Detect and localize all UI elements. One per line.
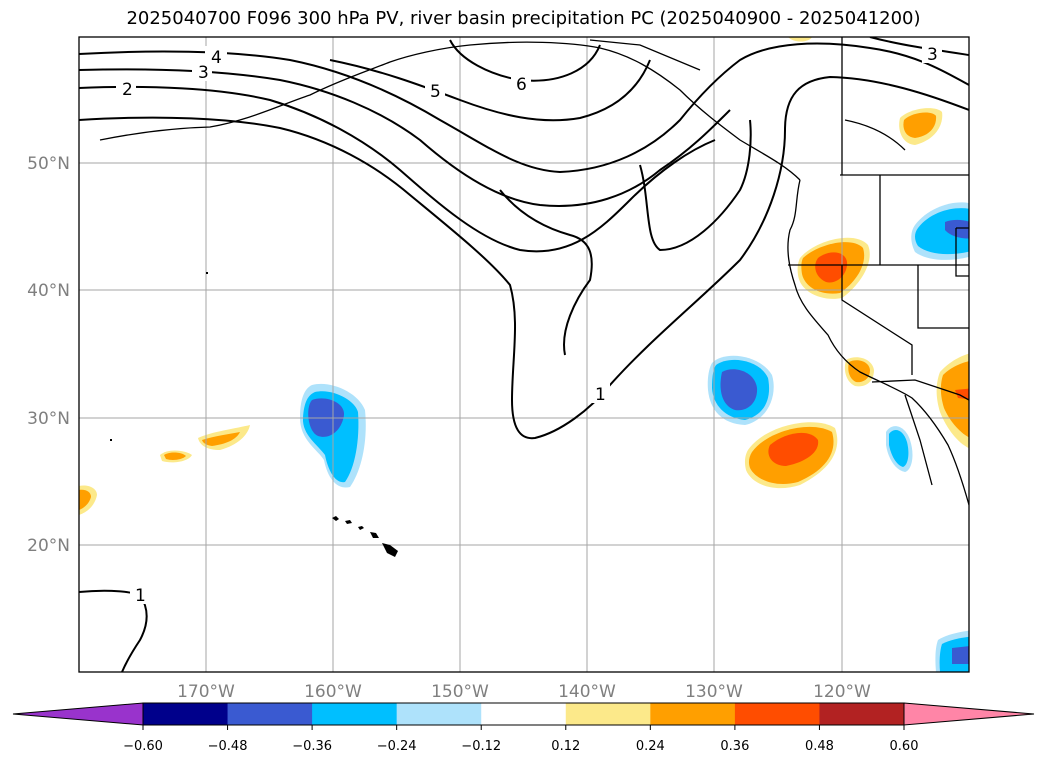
- pv-contour-right-3: [869, 37, 969, 56]
- map-area: 4 3 2 5 6 1 3 1: [79, 37, 969, 672]
- lon-label: 120°W: [813, 682, 871, 702]
- lon-label: 150°W: [431, 682, 489, 702]
- lon-label: 170°W: [177, 682, 235, 702]
- lat-label: 40°N: [27, 281, 70, 301]
- contour-label: 3: [927, 45, 938, 65]
- colorbar-segment: [396, 703, 482, 725]
- pv-contour-sw-1: [79, 589, 148, 672]
- contour-label: 5: [430, 82, 441, 102]
- colorbar-tick-label: −0.24: [377, 739, 417, 754]
- colorbar-tick-label: −0.36: [292, 739, 332, 754]
- colorbar-tick-label: 0.24: [636, 739, 665, 754]
- colorbar-tick-label: −0.12: [461, 739, 501, 754]
- colorbar-segment: [227, 703, 313, 725]
- pv-contour-inner-1: [499, 189, 593, 356]
- colorbar-tick-label: 0.48: [805, 739, 834, 754]
- pv-contour-4: [79, 42, 969, 174]
- colorbar-tick-label: 0.12: [551, 739, 580, 754]
- colorbar-tick-label: −0.48: [208, 739, 248, 754]
- pv-contour-labels: 4 3 2 5 6 1 3 1: [116, 43, 942, 606]
- latitude-labels: 50°N 40°N 30°N 20°N: [27, 154, 70, 556]
- islands: [110, 272, 398, 557]
- colorbar-segment: [312, 703, 398, 725]
- contour-label: 3: [198, 63, 209, 83]
- pv-contour-2: [79, 85, 716, 253]
- colorbar-segment: [819, 703, 905, 725]
- longitude-labels: 170°W 160°W 150°W 140°W 130°W 120°W: [177, 682, 871, 702]
- colorbar-segment: [650, 703, 736, 725]
- colorbar-segment: [481, 703, 567, 725]
- contour-label: 1: [135, 586, 146, 606]
- contour-label: 2: [122, 80, 133, 100]
- pv-contours: [79, 37, 969, 672]
- pv-contour-1: [79, 75, 969, 440]
- colorbar-tick-label: 0.36: [720, 739, 749, 754]
- colorbar-tick-label: −0.60: [123, 739, 163, 754]
- colorbar-tick-label: 0.60: [890, 739, 919, 754]
- colorbar-segment: [734, 703, 820, 725]
- contour-label: 6: [516, 75, 527, 95]
- pv-contour-3: [79, 68, 731, 207]
- colorbar-min-extend: [12, 702, 144, 726]
- lon-label: 160°W: [304, 682, 362, 702]
- lat-label: 50°N: [27, 154, 70, 174]
- lat-label: 20°N: [27, 536, 70, 556]
- pv-contour-cut-1: [639, 119, 752, 252]
- colorbar-segment: [143, 703, 229, 725]
- precip-shading: [79, 37, 969, 672]
- lon-label: 140°W: [558, 682, 616, 702]
- colorbar-segment: [565, 703, 651, 725]
- lon-label: 130°W: [685, 682, 743, 702]
- colorbar: −0.60 −0.48 −0.36 −0.24 −0.12 0.12 0.24 0.36 0.4…: [12, 702, 1035, 754]
- colorbar-max-extend: [903, 702, 1035, 726]
- contour-label: 4: [211, 48, 222, 68]
- pv-contour-5: [329, 59, 651, 122]
- contour-label: 1: [595, 385, 606, 405]
- lat-label: 30°N: [27, 409, 70, 429]
- map-frame: [78, 36, 970, 673]
- map-title: 2025040700 F096 300 hPa PV, river basin …: [126, 8, 921, 29]
